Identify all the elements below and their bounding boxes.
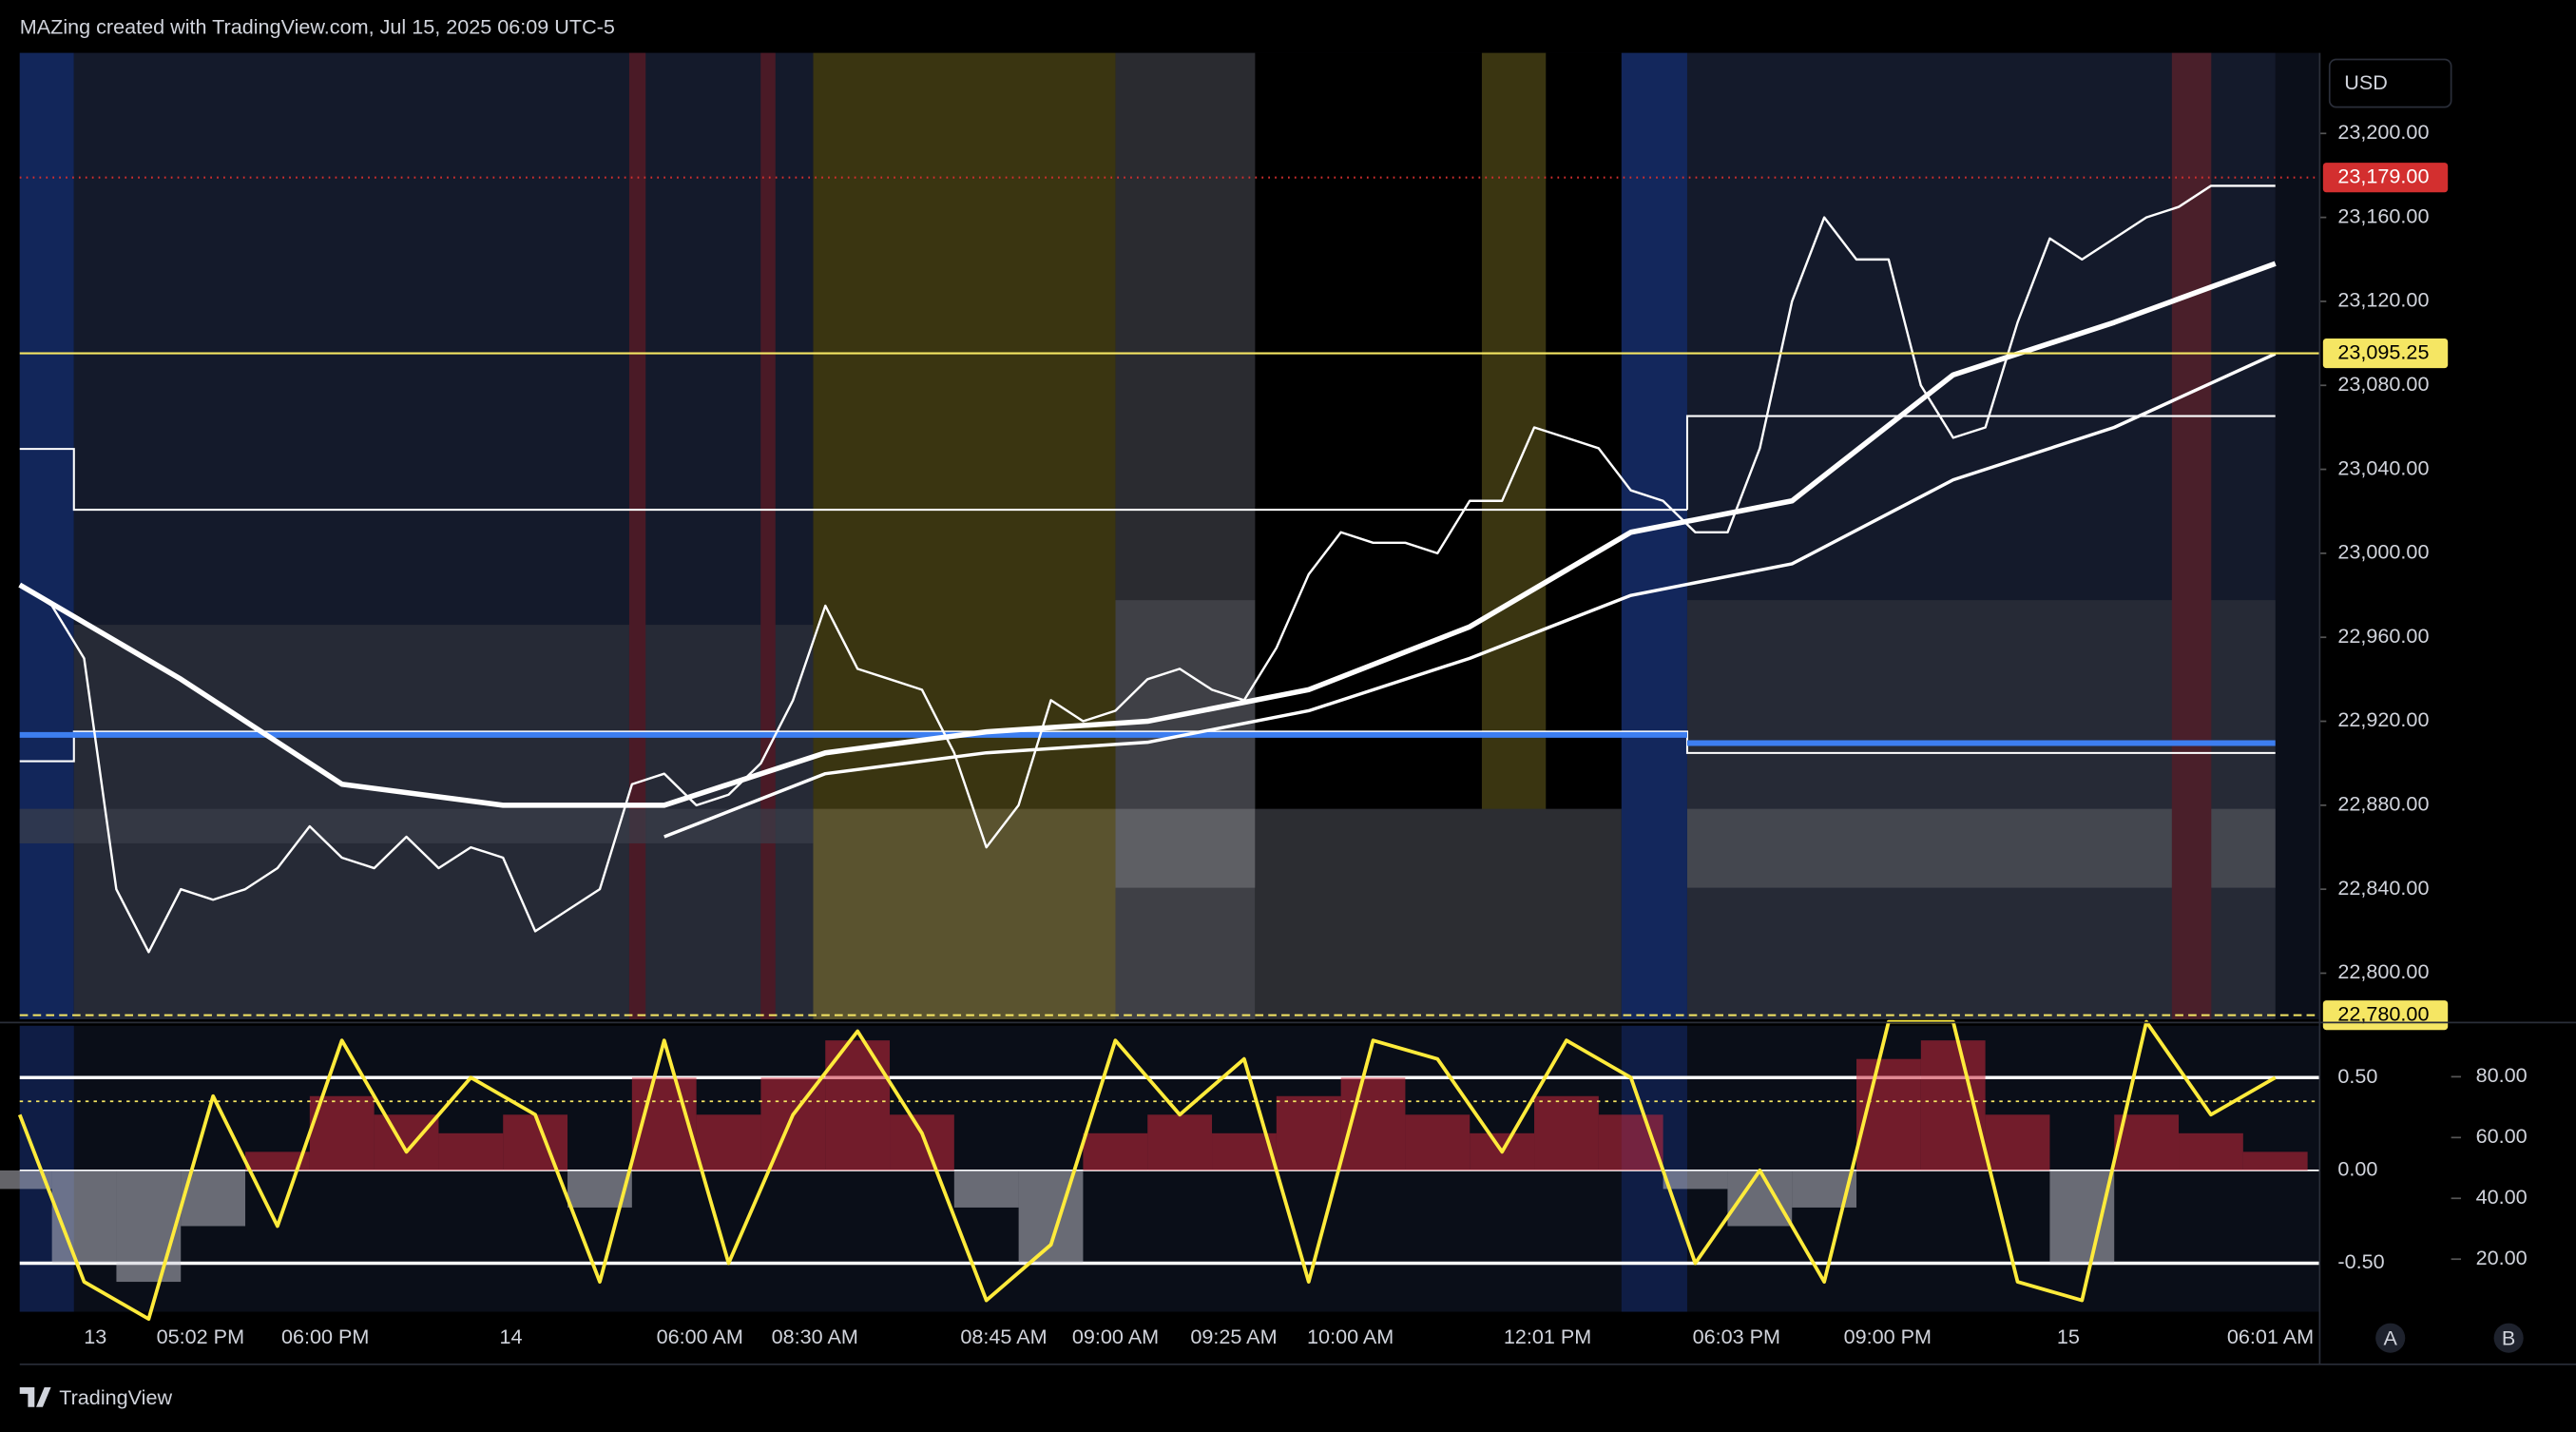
x-tick-label: 06:03 PM xyxy=(1693,1325,1780,1348)
series-line xyxy=(18,261,2277,808)
range-line xyxy=(19,730,2276,763)
band xyxy=(19,808,814,843)
osc2-tick-label: 40.00 xyxy=(2476,1185,2528,1209)
osc-bar xyxy=(953,1170,1019,1208)
x-tick-label: 06:00 PM xyxy=(281,1325,369,1348)
osc-bar xyxy=(760,1077,826,1171)
x-tick-label: 15 xyxy=(2057,1325,2080,1348)
osc2-tick-label: 80.00 xyxy=(2476,1063,2528,1087)
osc-tick-label: 0.50 xyxy=(2337,1064,2377,1088)
osc-bar xyxy=(0,1170,52,1190)
series-line xyxy=(663,352,2277,839)
osc-tick-label: -0.50 xyxy=(2337,1249,2384,1273)
osc-bar xyxy=(51,1170,117,1264)
band xyxy=(2171,52,2212,1019)
price-tag-label: 23,179.00 xyxy=(2337,164,2429,187)
osc-bar xyxy=(1083,1132,1148,1171)
osc-bar xyxy=(1147,1114,1213,1171)
band xyxy=(628,52,646,1019)
y-tick-label: 23,120.00 xyxy=(2337,288,2429,312)
x-tick-label: 08:45 AM xyxy=(960,1325,1047,1348)
osc-bar xyxy=(1985,1114,2050,1171)
osc2-tick-label: 60.00 xyxy=(2476,1124,2528,1148)
osc-bar xyxy=(2049,1170,2115,1264)
osc-bar xyxy=(1018,1170,1084,1264)
currency-box[interactable] xyxy=(2328,58,2452,108)
x-tick-label: 09:00 PM xyxy=(1844,1325,1932,1348)
osc-bar xyxy=(696,1114,761,1171)
price-tag-label: 22,780.00 xyxy=(2337,1001,2429,1025)
osc-bar xyxy=(1405,1114,1471,1171)
x-tick-label: 09:25 AM xyxy=(1190,1325,1277,1348)
pane-button-label[interactable]: B xyxy=(2502,1326,2515,1350)
osc-bar xyxy=(245,1151,310,1171)
y-tick-label: 22,840.00 xyxy=(2337,876,2429,900)
pane-button[interactable] xyxy=(2493,1323,2524,1353)
band xyxy=(813,808,1116,1019)
x-tick-label: 08:30 AM xyxy=(772,1325,858,1348)
y-tick-label: 23,160.00 xyxy=(2337,203,2429,227)
osc-bar xyxy=(438,1132,504,1171)
osc-bar xyxy=(309,1095,375,1171)
band xyxy=(19,52,74,1019)
price-tag xyxy=(2322,339,2449,369)
y-tick-label: 23,040.00 xyxy=(2337,455,2429,479)
osc-bar xyxy=(2179,1132,2243,1171)
y-tick-label: 22,880.00 xyxy=(2337,792,2429,816)
osc-bar xyxy=(1276,1095,1341,1171)
series-line xyxy=(19,184,2276,954)
x-tick-label: 05:02 PM xyxy=(157,1325,244,1348)
header-title: MAZing created with TradingView.com, Jul… xyxy=(20,14,615,38)
osc-bar xyxy=(1727,1170,1793,1227)
pane-button-label[interactable]: A xyxy=(2383,1326,2397,1350)
range-line xyxy=(19,448,1687,512)
price-tag-label: 23,095.25 xyxy=(2337,339,2429,363)
osc-bar xyxy=(2114,1114,2180,1171)
osc-bar xyxy=(116,1170,182,1283)
x-tick-label: 09:00 AM xyxy=(1072,1325,1159,1348)
range-line xyxy=(1685,415,2276,511)
price-tag xyxy=(2322,163,2449,193)
x-tick-label: 06:01 AM xyxy=(2227,1325,2314,1348)
osc-bar xyxy=(181,1170,246,1227)
currency[interactable]: USD xyxy=(2344,70,2388,94)
brand: TradingView xyxy=(59,1385,172,1409)
osc-bar xyxy=(1534,1095,1599,1171)
band xyxy=(19,1025,74,1312)
y-tick-label: 22,960.00 xyxy=(2337,624,2429,648)
osc2-tick-label: 20.00 xyxy=(2476,1246,2528,1269)
x-tick-label: 06:00 AM xyxy=(657,1325,743,1348)
osc-bar xyxy=(1663,1170,1728,1190)
osc-tick-label: 0.00 xyxy=(2337,1157,2377,1181)
osc-bar xyxy=(374,1114,439,1171)
y-tick-label: 23,200.00 xyxy=(2337,120,2429,144)
band xyxy=(760,52,776,1019)
band xyxy=(1621,52,1687,1019)
x-tick-label: 14 xyxy=(499,1325,522,1348)
blue-level xyxy=(19,731,2276,746)
osc-bar xyxy=(2242,1151,2308,1171)
brand-logo xyxy=(19,1387,51,1407)
y-tick-label: 23,000.00 xyxy=(2337,540,2429,564)
band xyxy=(1115,808,1256,888)
osc-bar xyxy=(503,1114,568,1171)
session-bands xyxy=(19,52,2320,1312)
band xyxy=(1255,808,1622,1019)
osc-bar xyxy=(890,1114,954,1171)
y-tick-label: 23,080.00 xyxy=(2337,372,2429,396)
range-lines xyxy=(19,415,2276,763)
x-tick-label: 10:00 AM xyxy=(1307,1325,1394,1348)
x-tick-label: 13 xyxy=(84,1325,106,1348)
y-tick-label: 22,920.00 xyxy=(2337,707,2429,731)
pane-button[interactable] xyxy=(2375,1323,2406,1353)
y-tick-label: 22,800.00 xyxy=(2337,959,2429,983)
x-tick-label: 12:01 PM xyxy=(1504,1325,1591,1348)
